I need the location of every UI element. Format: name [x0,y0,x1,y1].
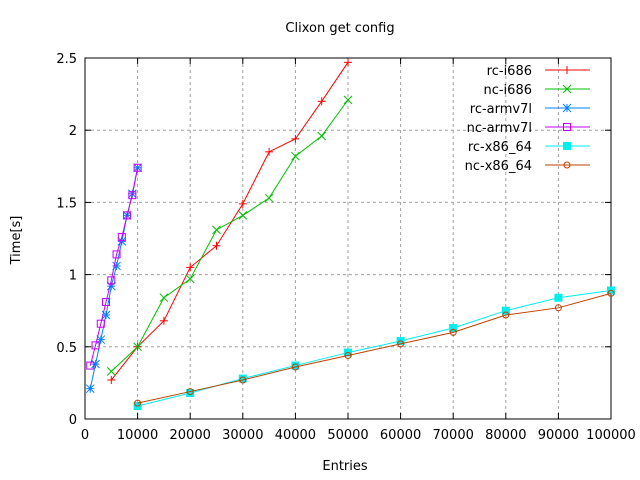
series-line [89,167,139,366]
y-tick-label: 0 [69,413,77,428]
x-tick-label: 0 [81,428,89,443]
data-point [86,361,95,370]
data-point [186,388,194,396]
legend-label: nc-i686 [483,83,532,98]
data-point [186,263,195,272]
data-point [291,363,299,371]
data-point [562,84,572,94]
data-point [159,293,169,303]
data-point [554,293,563,302]
x-tick-label: 20000 [170,428,211,443]
data-point [563,142,571,150]
data-point [133,163,142,172]
data-point [107,276,116,285]
y-tick-label: 2.5 [56,52,77,67]
x-tick-label: 30000 [222,428,263,443]
data-point [238,199,247,208]
data-point [117,233,126,242]
data-point [133,342,142,352]
y-tick-label: 0.5 [56,341,77,356]
legend-label: nc-x86_64 [465,159,532,174]
data-point [186,389,195,398]
data-point [112,250,121,259]
data-point [563,161,571,169]
data-point [238,211,248,220]
series-group [85,58,615,411]
data-point [317,97,326,106]
x-tick-label: 60000 [380,428,421,443]
data-point [212,241,221,250]
legend-label: rc-armv7l [470,102,532,117]
series-rc-i686 [107,58,352,385]
data-point [502,311,510,319]
data-point [317,131,327,141]
series-line [137,292,612,404]
data-point [562,103,572,113]
data-point [107,376,116,385]
data-point [264,193,274,203]
legend: rc-i686 nc-i686 rc-armv7l nc-armv7l rc-x86_6… [465,64,590,174]
data-point [123,211,132,220]
x-tick-label: 90000 [538,428,579,443]
grid [85,58,611,419]
data-point [554,304,562,312]
legend-label: rc-i686 [487,64,532,79]
series-line [137,289,612,407]
y-tick-label: 2 [69,124,77,139]
data-point [607,289,615,297]
data-point [563,123,571,131]
data-point [91,359,100,369]
data-point [134,399,142,407]
x-axis-label: Entries [322,459,368,474]
data-point [159,316,168,325]
data-point [212,225,221,235]
data-point [106,366,116,376]
data-point [239,376,247,384]
data-point [265,147,274,156]
data-point [291,134,300,143]
y-axis-label: Time[s] [9,216,24,266]
series-line [110,62,349,381]
data-point [449,324,458,333]
data-point [449,328,457,336]
data-point [344,351,352,359]
data-point [101,310,111,320]
x-tick-label: 10000 [117,428,158,443]
data-point [343,95,353,105]
data-point [91,341,100,350]
x-tick-label: 100000 [586,428,636,443]
data-point [291,151,300,161]
data-point [128,191,137,200]
data-point [96,319,105,328]
data-point [106,281,116,291]
data-point [344,58,352,67]
data-point [238,374,247,383]
ticks: 0 10000 20000 30000 40000 50000 60000 70000 8000… [56,52,636,443]
data-point [563,66,571,74]
x-tick-label: 80000 [485,428,526,443]
series-nc-x86_64 [134,289,615,407]
x-tick-label: 50000 [327,428,368,443]
chart-title: Clixon get config [285,21,394,36]
series-nc-armv7l [86,163,142,370]
data-point [185,274,195,284]
data-point [501,306,510,315]
data-point [85,384,95,394]
series-nc-i686 [106,95,353,376]
x-tick-label: 40000 [275,428,316,443]
x-tick-label: 70000 [433,428,474,443]
series-line [110,99,349,372]
legend-label: rc-x86_64 [468,140,532,155]
data-point [397,340,405,348]
series-rc-armv7l [85,163,142,394]
data-point [102,298,111,307]
y-tick-label: 1.5 [56,196,77,211]
series-rc-x86_64 [133,286,615,411]
data-point [291,361,300,370]
y-tick-label: 1 [69,269,77,284]
legend-label: nc-armv7l [467,121,532,136]
